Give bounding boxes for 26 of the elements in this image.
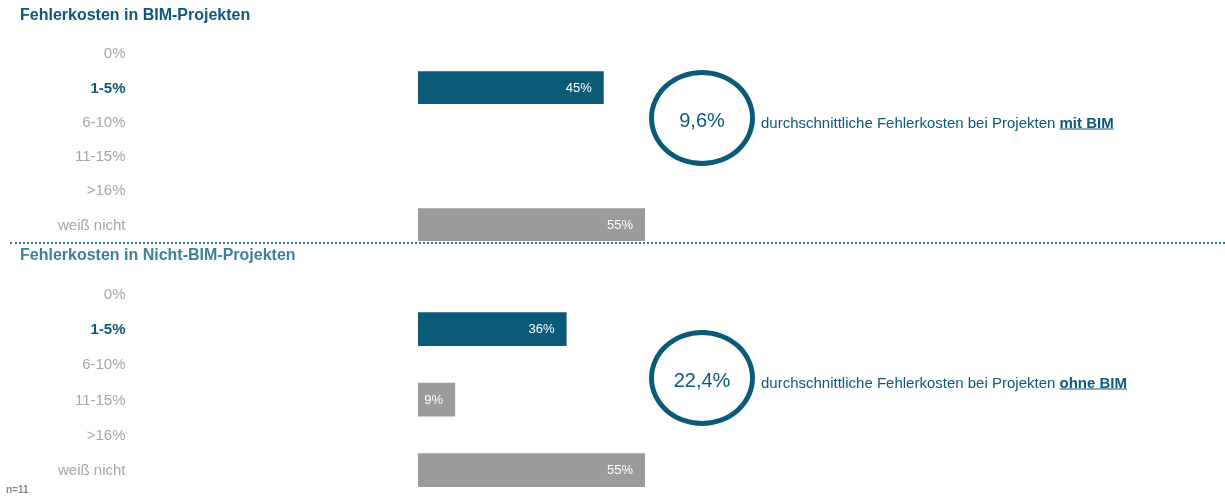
text: Fehlerkosten in Nicht-BIM-Projekten — [20, 246, 296, 263]
text: 9,6% — [679, 108, 725, 132]
data-label: 45% — [565, 79, 593, 95]
y-tick-label: weiß nicht — [56, 461, 127, 479]
y-tick-label: weiß nicht — [56, 215, 127, 233]
data-label: 55% — [606, 216, 634, 232]
y-tick-label: >16% — [86, 425, 126, 443]
y-tick-label: 11-15% — [74, 390, 126, 408]
text: durchschnittliche Fehlerkosten bei Projekten — [761, 373, 1056, 391]
y-tick-label: 11-15% — [74, 147, 126, 165]
y-tick-label: 0% — [103, 44, 126, 62]
y-tick-label: 1-5% — [90, 320, 126, 338]
data-label: 36% — [528, 321, 556, 337]
text: 22,4% — [673, 368, 731, 392]
text: n=11 — [6, 484, 29, 495]
y-tick-label: 6-10% — [82, 112, 126, 130]
text: Fehlerkosten in BIM-Projekten — [20, 6, 251, 23]
data-label: 55% — [606, 462, 634, 478]
y-tick-label: >16% — [86, 181, 126, 199]
data-label: 9% — [424, 391, 444, 407]
text: durchschnittliche Fehlerkosten bei Projekten — [761, 113, 1056, 131]
y-tick-label: 1-5% — [90, 78, 126, 96]
y-tick-label: 0% — [103, 284, 126, 302]
y-tick-label: 6-10% — [82, 355, 126, 373]
text: mit BIM — [1059, 113, 1114, 131]
text: ohne BIM — [1059, 373, 1127, 391]
